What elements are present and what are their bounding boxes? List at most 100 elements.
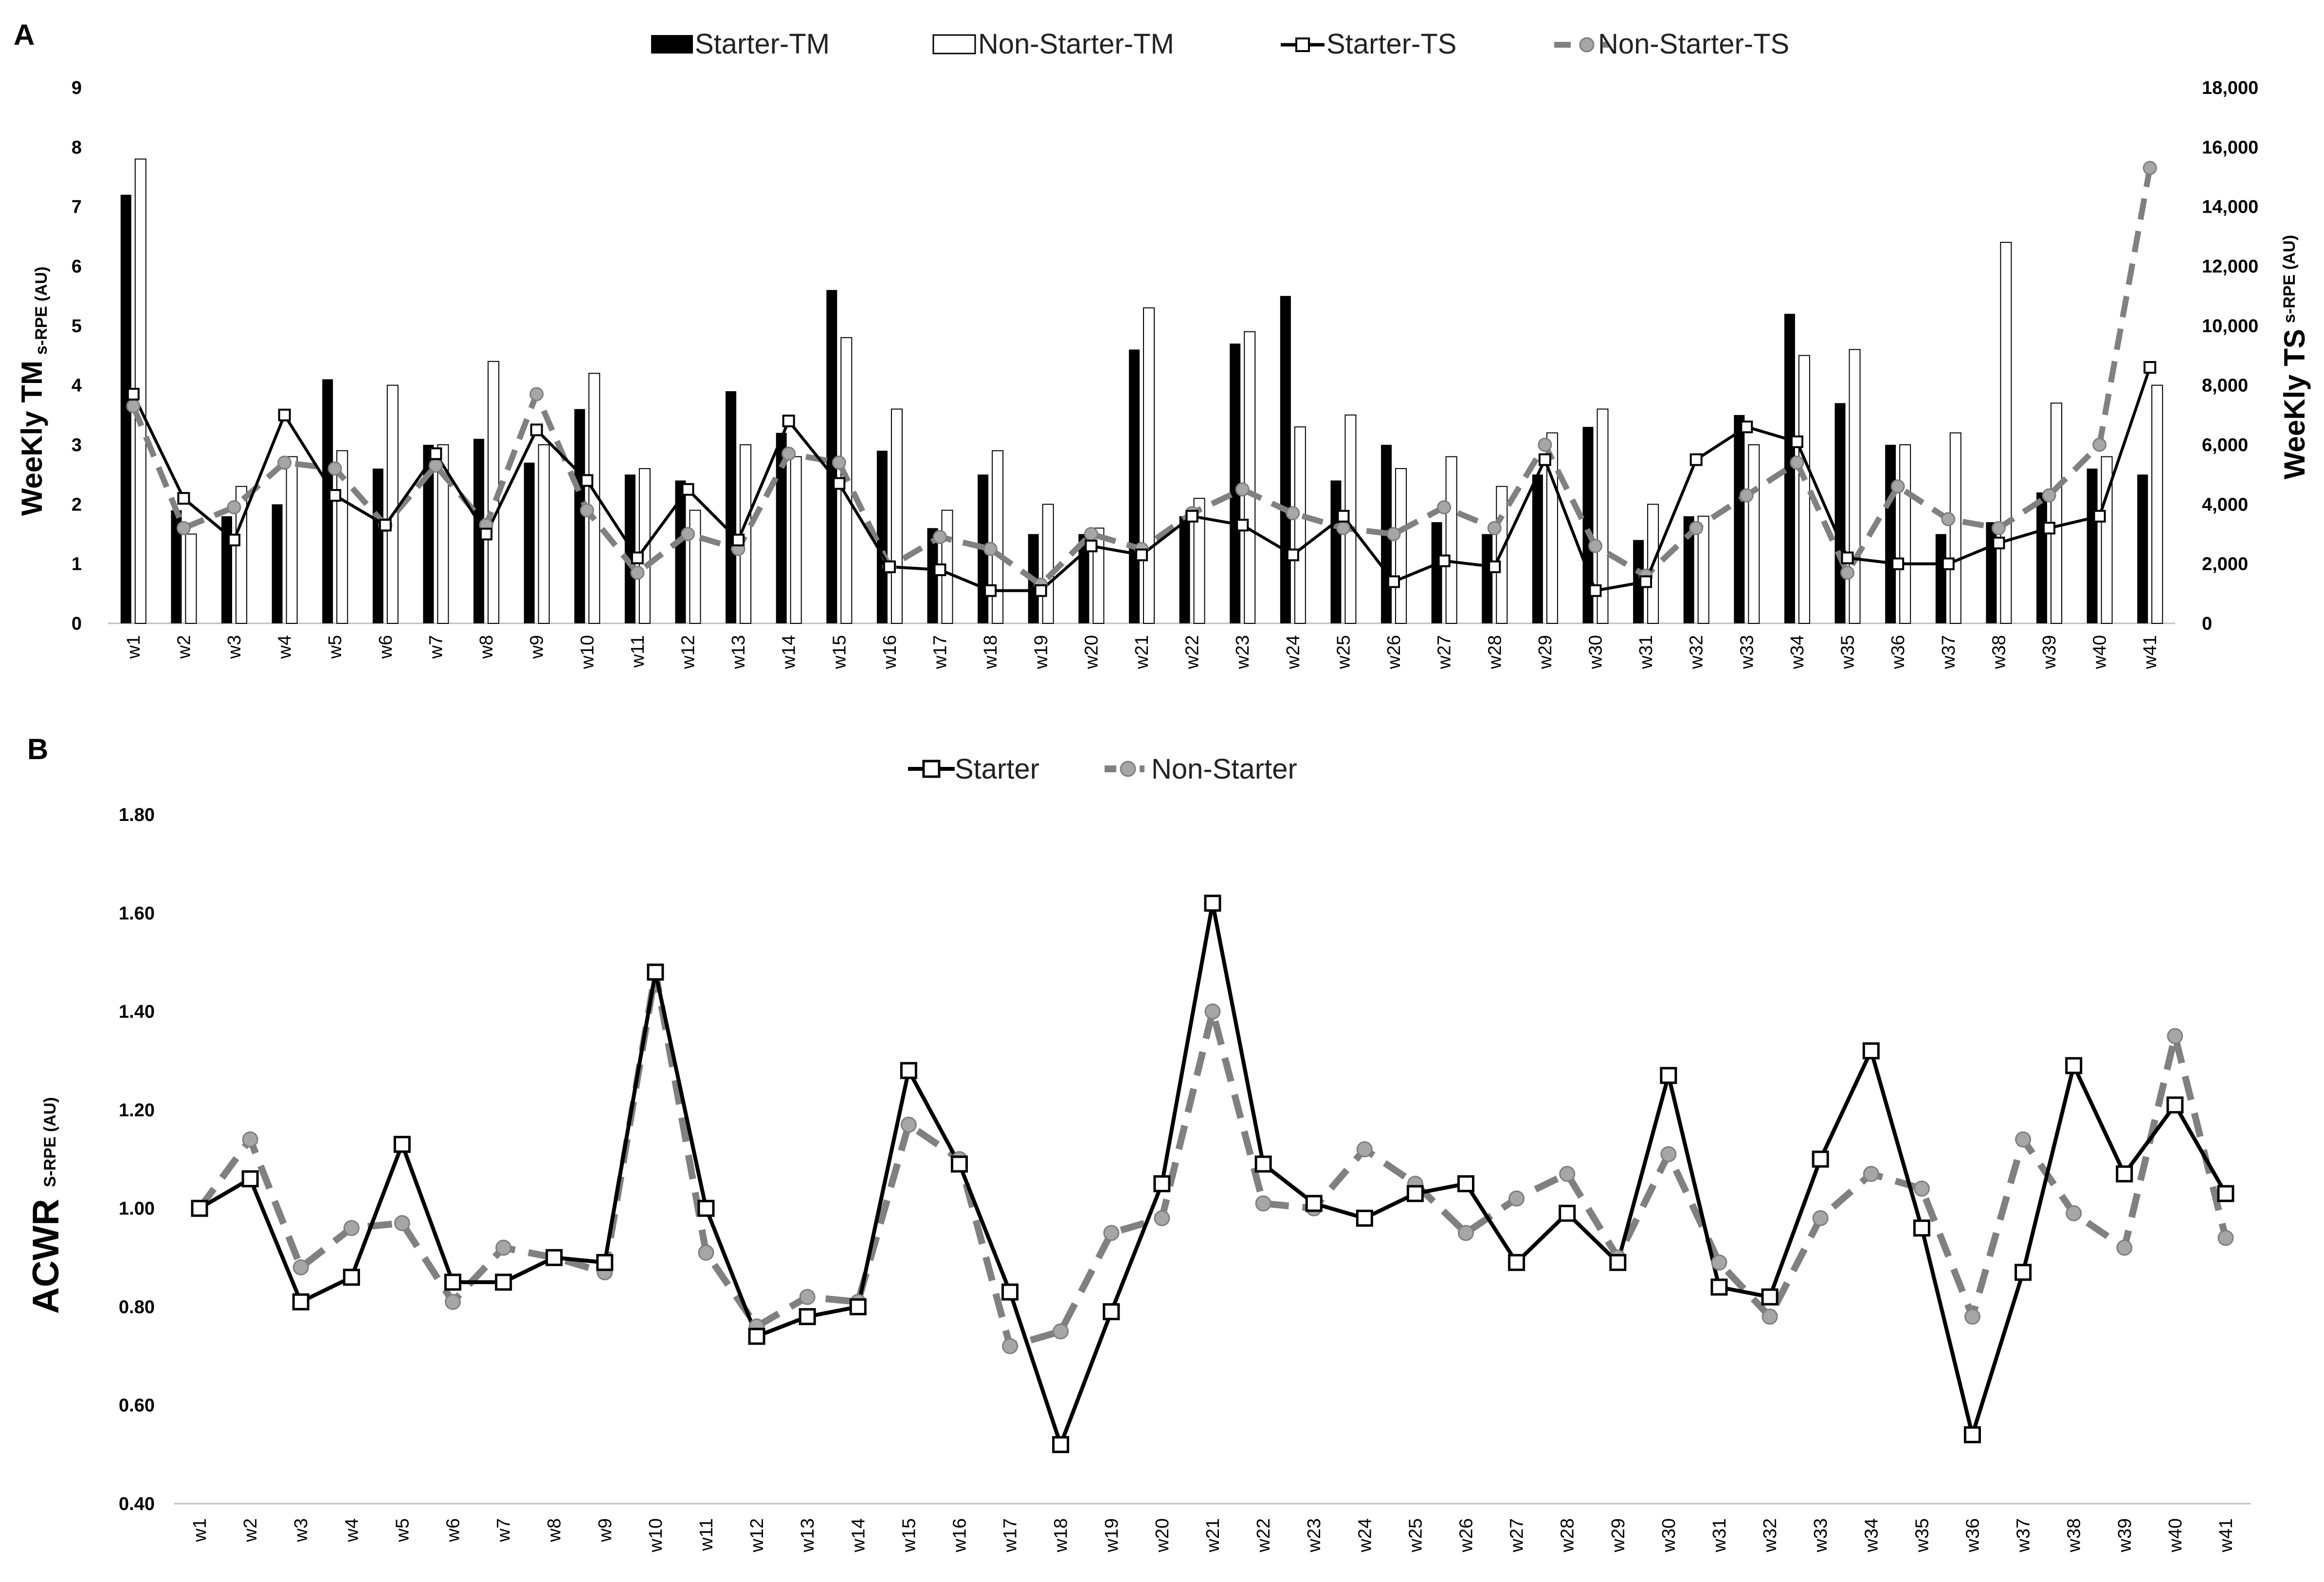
- non-starter-tm-bar: [2151, 384, 2163, 624]
- non-starter-point: [1103, 1225, 1120, 1241]
- panel-b-letter: B: [27, 733, 48, 765]
- non-starter-tm-bar: [2050, 402, 2062, 624]
- non-starter-tm-bar: [185, 533, 197, 624]
- starter-ts-point: [379, 519, 392, 532]
- non-starter-ts-point: [277, 455, 292, 470]
- y2-tick-label: 4,000: [2202, 494, 2248, 515]
- non-starter-tm-bar: [1193, 498, 1205, 624]
- y-tick-label: 0.40: [119, 1494, 155, 1514]
- non-starter-ts-point: [428, 458, 443, 473]
- non-starter-point: [1356, 1141, 1373, 1158]
- y2-tick-label: 16,000: [2202, 137, 2258, 158]
- non-starter-ts-point: [1286, 506, 1300, 521]
- starter-point: [1052, 1436, 1070, 1454]
- starter-point: [1812, 1150, 1829, 1168]
- non-starter-point: [2066, 1205, 2082, 1221]
- y-tick-label: 4: [72, 376, 82, 396]
- x-tick-label: w39: [2115, 1518, 2135, 1553]
- y-tick-label: 0: [72, 614, 82, 634]
- non-starter-ts-line: [130, 167, 2153, 588]
- y-tick-label: 8: [72, 137, 82, 158]
- x-tick-label: w24: [1283, 635, 1304, 670]
- non-starter-point: [698, 1244, 714, 1261]
- starter-ts-point: [228, 533, 241, 546]
- x-tick-label: w29: [1535, 635, 1556, 670]
- y-tick-label: 9: [72, 78, 82, 98]
- x-tick-label: w1: [190, 1518, 210, 1543]
- non-starter-point: [1457, 1225, 1474, 1241]
- starter-ts-point: [631, 551, 644, 564]
- x-tick-label: w25: [1333, 635, 1354, 670]
- x-tick-label: w36: [1962, 1518, 1983, 1553]
- starter-ts-point: [530, 423, 543, 436]
- x-tick-label: w10: [577, 635, 598, 670]
- non-starter-tm-bar: [1849, 349, 1861, 624]
- y-tick-label: 1.40: [119, 1002, 155, 1022]
- starter-tm-bar: [1885, 445, 1896, 623]
- non-starter-ts-point: [1386, 527, 1401, 541]
- non-starter-point: [799, 1289, 816, 1305]
- non-starter-ts-point: [227, 500, 241, 514]
- x-tick-label: w32: [1760, 1518, 1780, 1553]
- starter-tm-bar: [1784, 313, 1795, 623]
- starter-tm-bar: [776, 433, 787, 623]
- non-starter-tm-bar: [1294, 426, 1306, 624]
- y-tick-label: 1: [72, 554, 82, 575]
- x-tick-label: w31: [1636, 635, 1656, 670]
- non-starter-point: [1002, 1338, 1018, 1354]
- x-tick-label: w18: [1051, 1518, 1071, 1553]
- axes-a: 0 1 2 3 4 5 6 7 8 9 0 2,000 4,000 6,000 8,000 10,000 12,…: [72, 78, 2258, 670]
- x-tick-label: w11: [628, 635, 648, 668]
- starter-ts-point: [2143, 361, 2157, 374]
- non-starter-ts-point: [1588, 539, 1602, 553]
- starter-tm-bar: [1532, 474, 1543, 623]
- starter-point: [1761, 1288, 1779, 1306]
- x-tick-label: w13: [798, 1518, 818, 1553]
- legend-starter-label: Starter: [955, 753, 1039, 785]
- non-starter-tm-bar: [1697, 515, 1709, 624]
- non-starter-point: [2167, 1028, 2183, 1044]
- non-starter-ts-point: [983, 542, 998, 556]
- non-starter-ts-point: [1235, 482, 1250, 497]
- starter-ts-point: [1891, 557, 1905, 570]
- legend-starter-tm-swatch: [651, 35, 693, 54]
- starter-point: [241, 1170, 259, 1187]
- starter-point: [2015, 1264, 2032, 1281]
- starter-point: [748, 1327, 765, 1345]
- x-tick-label: w30: [1659, 1518, 1679, 1553]
- y2-tick-label: 10,000: [2202, 316, 2258, 336]
- y-tick-label: 6: [72, 256, 82, 277]
- starter-tm-bar: [1129, 349, 1140, 623]
- x-tick-label: w17: [1000, 1518, 1021, 1553]
- starter-ts-point: [1488, 560, 1501, 573]
- starter-ts-point: [782, 415, 795, 428]
- non-starter-ts-point: [1840, 565, 1855, 580]
- x-tick-label: w31: [1709, 1518, 1730, 1553]
- x-tick-label: w15: [829, 635, 850, 670]
- x-tick-label: w38: [2064, 1518, 2085, 1553]
- non-starter-point: [1711, 1254, 1727, 1271]
- starter-tm-bar: [272, 504, 283, 623]
- starter-ts-point: [1538, 453, 1551, 466]
- y-axis-title: WeeKly TMs-RPE (AU): [16, 267, 51, 516]
- starter-tm-bar: [1482, 534, 1493, 623]
- starter-ts-point: [1689, 453, 1703, 466]
- starter-ts-point: [1790, 435, 1803, 448]
- x-tick-label: w2: [174, 635, 194, 659]
- x-tick-label: w22: [1253, 1518, 1274, 1553]
- legend-non-starter-tm-label: Non-Starter-TM: [978, 28, 1174, 60]
- non-starter-ts-point: [2142, 161, 2157, 175]
- non-starter-ts-point: [126, 399, 141, 413]
- legend-b: Starter Non-Starter: [908, 753, 1297, 785]
- legend-non-starter-marker: [1120, 761, 1136, 777]
- x-tick-label: w5: [392, 1518, 413, 1543]
- x-tick-label: w33: [1737, 635, 1757, 670]
- starter-tm-bar: [1935, 534, 1946, 623]
- starter-ts-point: [681, 483, 694, 496]
- x-tick-label: w16: [950, 1518, 970, 1553]
- non-starter-ts-point: [630, 565, 645, 580]
- legend-non-starter-ts-marker: [1579, 37, 1595, 53]
- non-starter-point: [1812, 1210, 1829, 1226]
- x-tick-label: w18: [980, 635, 1001, 670]
- non-starter-point: [1255, 1195, 1271, 1212]
